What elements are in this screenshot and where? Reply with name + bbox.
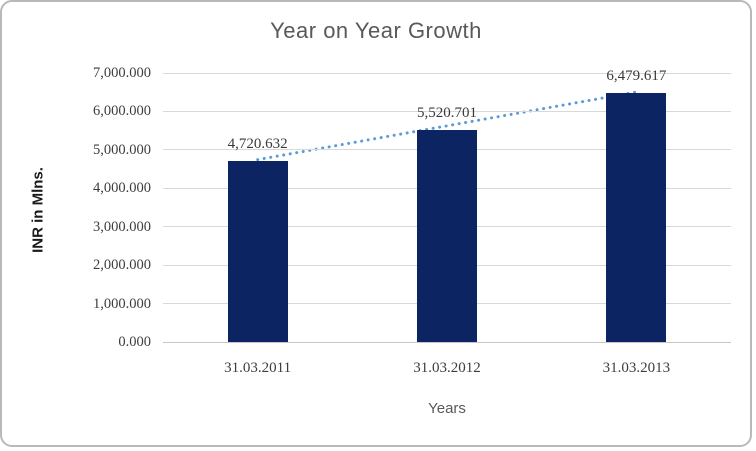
- y-tick-label: 2,000.000: [93, 257, 151, 274]
- bar: [606, 92, 667, 342]
- bar-data-label: 6,479.617: [606, 67, 667, 84]
- x-tick-label: 31.03.2011: [224, 360, 292, 376]
- bar-data-label: 5,520.701: [417, 104, 477, 121]
- x-tick-label: 31.03.2013: [602, 360, 671, 376]
- gridline: [163, 341, 731, 343]
- bar: [227, 160, 288, 342]
- bar: [417, 129, 477, 342]
- x-axis-title: Years: [428, 400, 466, 417]
- y-tick-label: 5,000.000: [93, 141, 151, 158]
- chart-title: Year on Year Growth: [270, 18, 482, 43]
- y-tick-label: 7,000.000: [93, 65, 151, 81]
- y-tick-label: 6,000.000: [93, 103, 151, 120]
- y-tick-label: 1,000.000: [93, 295, 151, 312]
- bar-data-label: 4,720.632: [227, 135, 288, 152]
- y-tick-label: 4,000.000: [93, 180, 151, 197]
- y-tick-label: 0.000: [118, 334, 151, 350]
- gridline: [163, 72, 731, 74]
- gridline: [163, 110, 731, 112]
- y-tick-label: 3,000.000: [93, 218, 151, 235]
- x-tick-label: 31.03.2012: [413, 360, 481, 376]
